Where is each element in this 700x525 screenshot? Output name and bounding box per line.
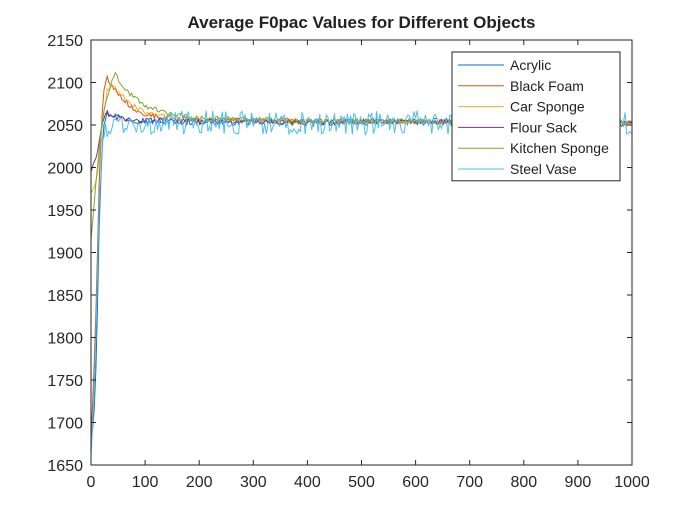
x-tick-label: 800 — [510, 474, 537, 491]
legend-label-black-foam: Black Foam — [510, 78, 584, 94]
x-tick-label: 200 — [186, 474, 213, 491]
x-tick-label: 500 — [348, 474, 375, 491]
legend-label-acrylic: Acrylic — [510, 57, 551, 73]
legend-label-flour-sack: Flour Sack — [510, 119, 578, 135]
y-tick-label: 2000 — [47, 161, 83, 178]
y-tick-label: 2100 — [47, 76, 83, 93]
x-tick-label: 600 — [402, 474, 429, 491]
legend-label-kitchen-sponge: Kitchen Sponge — [510, 140, 609, 156]
x-tick-label: 100 — [132, 474, 159, 491]
y-tick-label: 1850 — [47, 288, 83, 305]
x-tick-label: 0 — [87, 474, 96, 491]
y-tick-label: 1750 — [47, 373, 83, 390]
legend-label-car-sponge: Car Sponge — [510, 99, 585, 115]
x-tick-label: 700 — [456, 474, 483, 491]
ticks-layer: 0 100 200 300 400 500 600 700 800 900 1000 1650 1700… — [47, 33, 649, 491]
y-tick-label: 1950 — [47, 203, 83, 220]
x-tick-label: 1000 — [614, 474, 650, 491]
legend-box — [451, 51, 621, 182]
y-tick-label: 1800 — [47, 331, 83, 348]
chart-title: Average F0pac Values for Different Objec… — [188, 13, 536, 32]
y-tick-label: 1700 — [47, 416, 83, 433]
legend-label-steel-vase: Steel Vase — [510, 161, 577, 177]
x-tick-label: 400 — [294, 474, 321, 491]
y-tick-label: 1900 — [47, 246, 83, 263]
y-tick-label: 2150 — [47, 33, 83, 50]
y-tick-label: 1650 — [47, 458, 83, 475]
x-tick-label: 900 — [565, 474, 592, 491]
y-tick-label: 2050 — [47, 118, 83, 135]
x-tick-label: 300 — [240, 474, 267, 491]
legend: Acrylic Black Foam Car Sponge Flour Sack Kit… — [451, 51, 621, 182]
